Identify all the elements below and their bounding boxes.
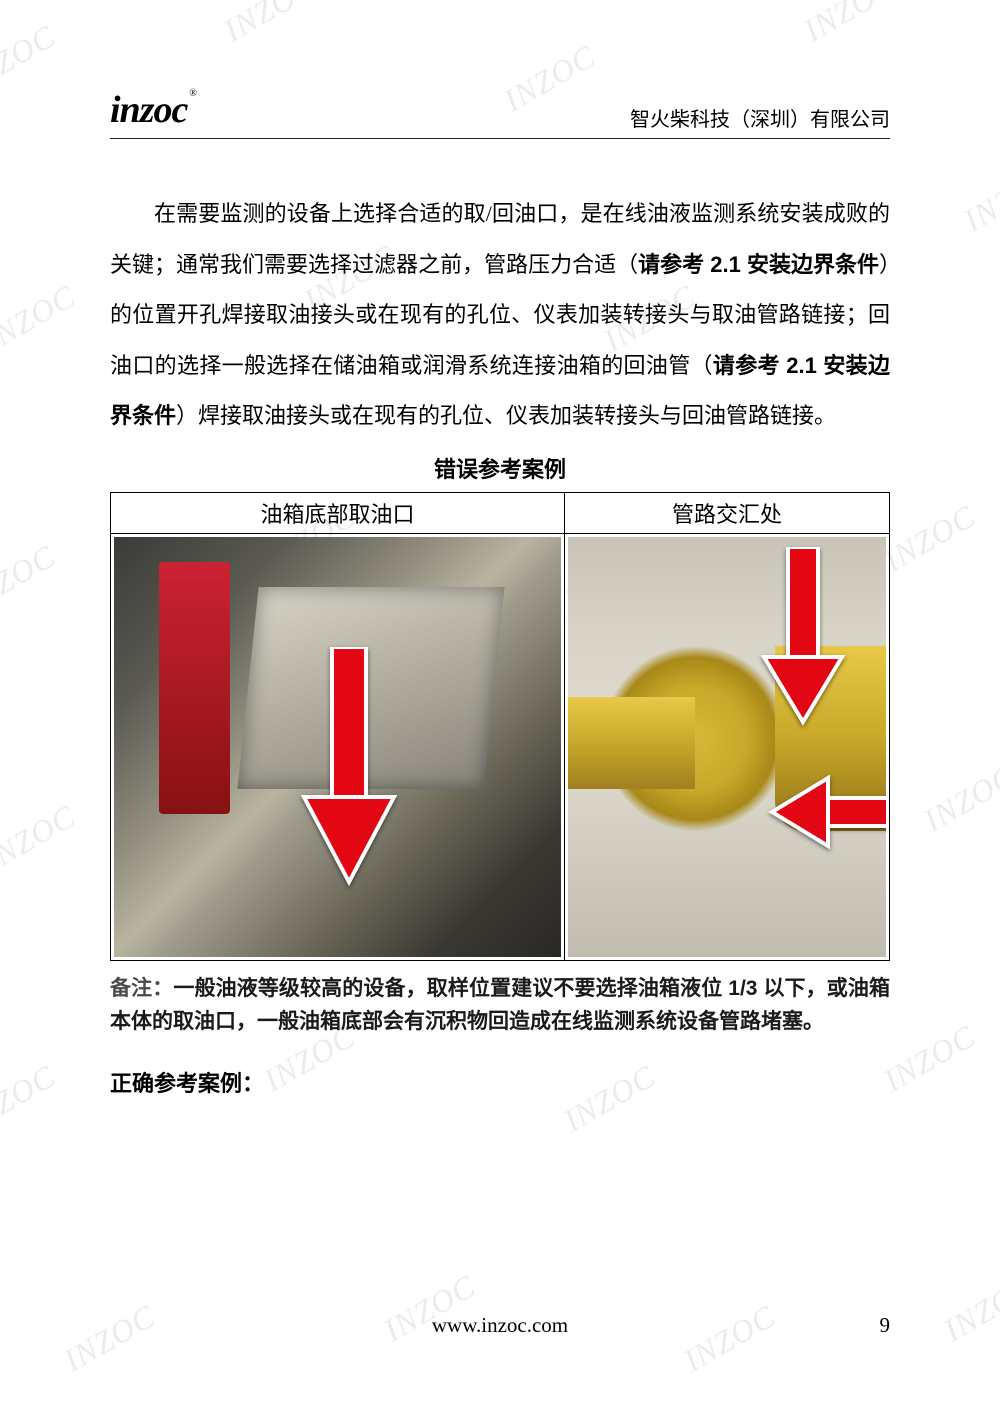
body-bold-ref-1: 请参考 2.1 安装边界条件 xyxy=(638,252,879,277)
note-paragraph: 备注：一般油液等级较高的设备，取样位置建议不要选择油箱液位 1/3 以下，或油箱… xyxy=(110,973,890,1038)
page-footer: www.inzoc.com 9 xyxy=(110,1313,890,1338)
arrow-down-icon xyxy=(294,647,404,887)
logo-text: inzoc xyxy=(110,89,187,131)
logo-trademark: ® xyxy=(189,88,196,99)
body-paragraph: 在需要监测的设备上选择合适的取/回油口，是在线油液监测系统安装成败的关键；通常我… xyxy=(110,189,890,442)
note-text: 一般油液等级较高的设备，取样位置建议不要选择油箱液位 1/3 以下，或油箱本体的… xyxy=(110,977,890,1033)
footer-url: www.inzoc.com xyxy=(432,1313,568,1338)
arrow-left-icon xyxy=(768,772,886,852)
note-label: 备注： xyxy=(110,977,173,1000)
page-number: 9 xyxy=(880,1313,891,1338)
company-name: 智火柴科技（深圳）有限公司 xyxy=(630,103,890,132)
logo: inzoc® xyxy=(110,88,196,132)
case-image-1 xyxy=(114,537,561,957)
page: inzoc® 智火柴科技（深圳）有限公司 在需要监测的设备上选择合适的取/回油口… xyxy=(0,0,1000,1422)
correct-cases-title: 正确参考案例： xyxy=(110,1066,890,1098)
body-text-c: ）焊接取油接头或在现有的孔位、仪表加装转接头与回油管路链接。 xyxy=(176,403,836,428)
arrow-down-icon xyxy=(758,547,848,727)
table-header-2: 管路交汇处 xyxy=(564,492,889,533)
table-cell-1 xyxy=(111,533,565,960)
error-cases-title: 错误参考案例 xyxy=(110,452,890,484)
case-image-2 xyxy=(568,537,886,957)
page-header: inzoc® 智火柴科技（深圳）有限公司 xyxy=(110,88,890,139)
table-cell-2 xyxy=(564,533,889,960)
table-header-1: 油箱底部取油口 xyxy=(111,492,565,533)
error-cases-table: 油箱底部取油口 管路交汇处 xyxy=(110,492,890,961)
